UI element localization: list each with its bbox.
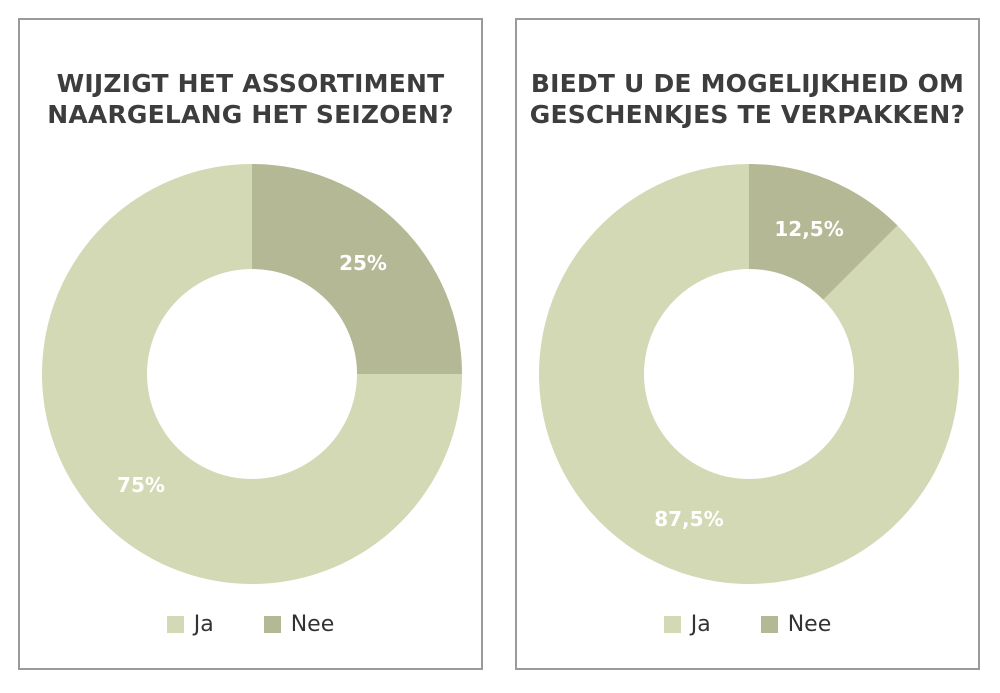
donut-slice-ja xyxy=(539,164,959,585)
chart-legend: Ja Nee xyxy=(20,612,481,637)
donut-chart: 75% 25% xyxy=(42,164,462,584)
chart-title: WIJZIGT HET ASSORTIMENT NAARGELANG HET S… xyxy=(20,68,481,130)
chart-title: BIEDT U DE MOGELIJKHEID OM GESCHENKJES T… xyxy=(517,68,978,130)
slice-value-label-ja: 75% xyxy=(117,473,165,497)
legend-item-ja: Ja xyxy=(166,612,214,637)
legend-label-ja: Ja xyxy=(193,612,214,637)
legend-label-nee: Nee xyxy=(787,612,832,637)
donut-slice-nee xyxy=(749,164,898,300)
legend-label-ja: Ja xyxy=(690,612,711,637)
legend-swatch-nee xyxy=(263,616,281,633)
legend-item-ja: Ja xyxy=(663,612,711,637)
slice-value-label-nee: 25% xyxy=(339,251,387,275)
slice-value-label-ja: 87,5% xyxy=(654,507,723,531)
donut-slice-nee xyxy=(252,164,462,374)
legend-item-nee: Nee xyxy=(263,612,335,637)
chart-panel-assortiment: WIJZIGT HET ASSORTIMENT NAARGELANG HET S… xyxy=(18,18,483,670)
donut-chart: 87,5% 12,5% xyxy=(539,164,959,585)
legend-label-nee: Nee xyxy=(290,612,335,637)
chart-legend: Ja Nee xyxy=(517,612,978,637)
slice-value-label-nee: 12,5% xyxy=(774,217,843,241)
legend-swatch-nee xyxy=(760,616,778,633)
legend-swatch-ja xyxy=(663,616,681,633)
chart-title-line-1: WIJZIGT HET ASSORTIMENT xyxy=(56,69,445,98)
chart-title-line-1: BIEDT U DE MOGELIJKHEID OM xyxy=(530,69,965,98)
chart-title-line-2: NAARGELANG HET SEIZOEN? xyxy=(47,100,454,129)
legend-item-nee: Nee xyxy=(760,612,832,637)
donut-slice-ja xyxy=(42,164,462,584)
chart-panel-geschenkjes: BIEDT U DE MOGELIJKHEID OM GESCHENKJES T… xyxy=(515,18,980,670)
chart-title-line-2: GESCHENKJES TE VERPAKKEN? xyxy=(529,100,966,129)
legend-swatch-ja xyxy=(166,616,184,633)
